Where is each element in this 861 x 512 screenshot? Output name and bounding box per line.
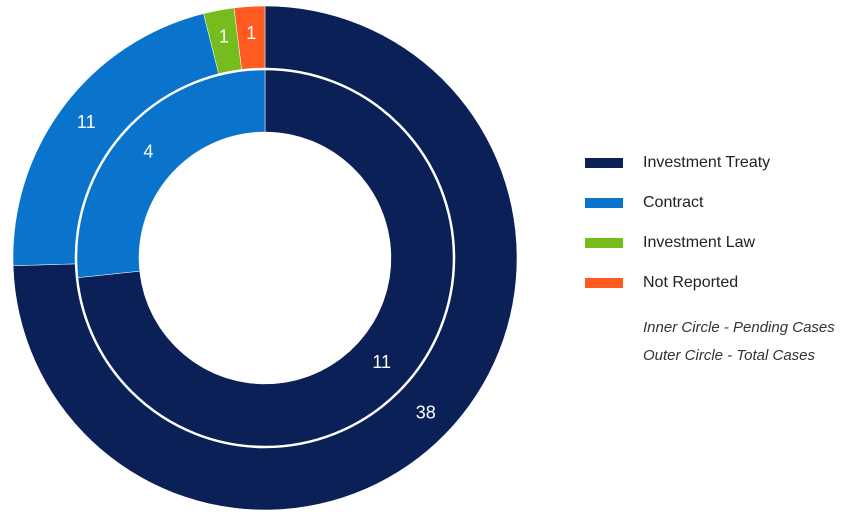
data-label: 1	[219, 27, 229, 47]
legend-swatch	[585, 278, 623, 288]
legend-swatch	[585, 238, 623, 248]
annotation: Outer Circle - Total Cases	[643, 347, 816, 364]
data-label: 1	[246, 23, 256, 43]
data-label: 11	[77, 112, 96, 132]
legend-swatch	[585, 198, 623, 208]
data-label: 38	[416, 403, 436, 423]
legend-label: Investment Treaty	[643, 154, 770, 171]
legend-swatch	[585, 158, 623, 168]
annotation: Inner Circle - Pending Cases	[643, 319, 835, 336]
legend-label: Contract	[643, 194, 704, 211]
legend-label: Not Reported	[643, 274, 738, 291]
ring-divider	[74, 67, 456, 449]
data-label: 11	[372, 352, 391, 372]
legend-label: Investment Law	[643, 234, 756, 251]
data-label: 4	[143, 142, 153, 162]
